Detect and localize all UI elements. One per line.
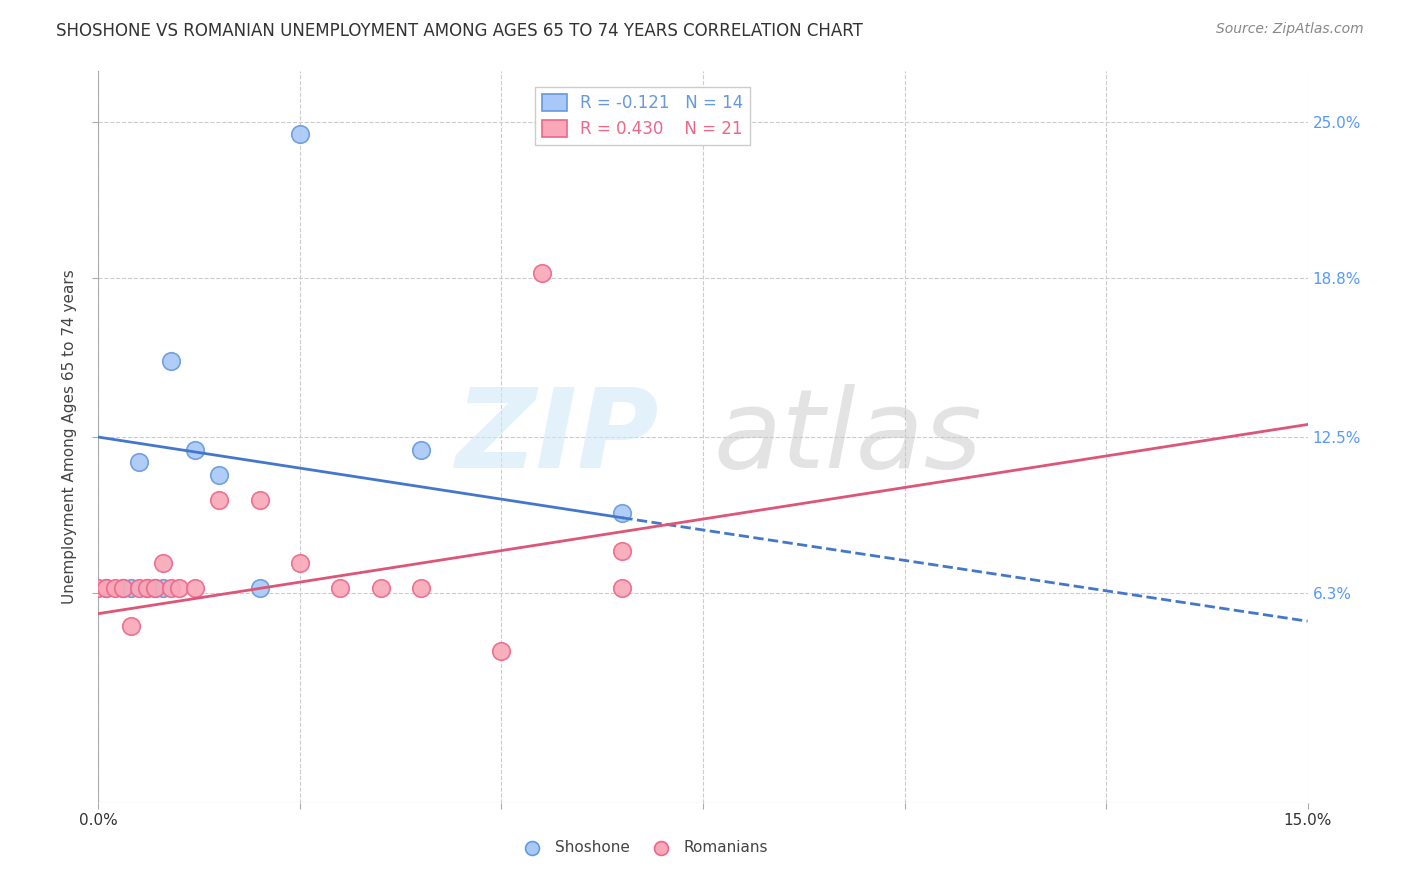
Point (370, 582, 392, 596)
Point (152, 582, 174, 596)
Point (87, 582, 110, 596)
Point (612, 543, 634, 558)
Point (249, 493, 271, 508)
Point (160, 354, 183, 368)
Point (120, 619, 142, 633)
Point (96, 582, 118, 596)
Text: Source: ZipAtlas.com: Source: ZipAtlas.com (1216, 22, 1364, 37)
Point (409, 442, 432, 457)
Point (111, 582, 134, 596)
Point (152, 556, 174, 570)
Point (184, 442, 207, 457)
Point (160, 582, 183, 596)
Point (329, 582, 352, 596)
Point (128, 455, 150, 469)
Point (249, 582, 271, 596)
Text: SHOSHONE VS ROMANIAN UNEMPLOYMENT AMONG AGES 65 TO 74 YEARS CORRELATION CHART: SHOSHONE VS ROMANIAN UNEMPLOYMENT AMONG … (56, 22, 863, 40)
Point (409, 582, 432, 596)
Point (128, 582, 150, 596)
Point (167, 582, 190, 596)
Point (143, 582, 166, 596)
Point (208, 493, 231, 508)
Point (143, 582, 166, 596)
Point (96, 582, 118, 596)
Point (208, 467, 231, 482)
Point (135, 582, 157, 596)
Point (120, 582, 142, 596)
Point (111, 582, 134, 596)
Point (103, 582, 125, 596)
Legend: Shoshone, Romanians: Shoshone, Romanians (510, 834, 775, 861)
Point (288, 128, 311, 142)
Y-axis label: Unemployment Among Ages 65 to 74 years: Unemployment Among Ages 65 to 74 years (62, 269, 77, 605)
Point (135, 582, 157, 596)
Point (491, 644, 513, 658)
Text: atlas: atlas (714, 384, 983, 491)
Point (612, 582, 634, 596)
Point (530, 266, 553, 280)
Point (612, 506, 634, 520)
Point (288, 556, 311, 570)
Text: ZIP: ZIP (456, 384, 659, 491)
Point (184, 582, 207, 596)
